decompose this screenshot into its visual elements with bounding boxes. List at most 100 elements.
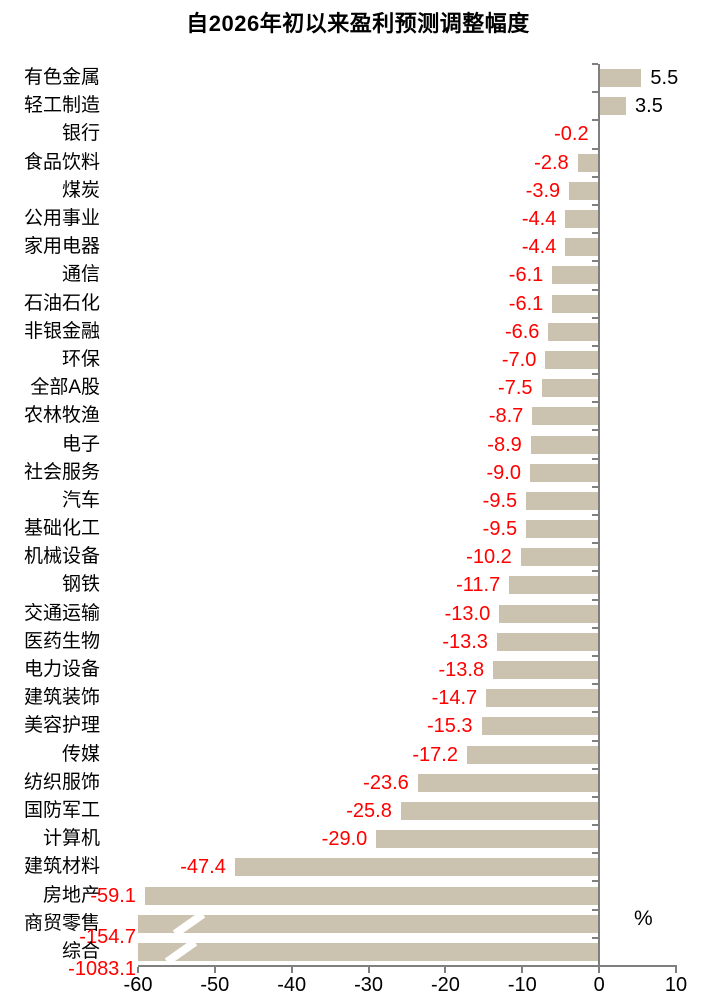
- bar: [530, 435, 600, 454]
- axis-tick: [367, 967, 370, 973]
- axis-tick: [592, 711, 599, 714]
- axis-tick: [213, 967, 216, 973]
- value-label: -3.9: [525, 179, 561, 202]
- category-label: 社会服务: [23, 461, 100, 483]
- value-label: -9.5: [482, 489, 518, 512]
- x-tick-label: 10: [664, 974, 688, 996]
- axis-tick: [592, 147, 599, 150]
- axis-tick: [675, 967, 677, 973]
- bar: [548, 322, 600, 341]
- category-label: 纺织服饰: [23, 771, 100, 793]
- value-label: -47.4: [180, 856, 226, 879]
- value-label: -7.0: [501, 348, 537, 371]
- axis-tick: [290, 967, 293, 973]
- bar: [565, 210, 600, 229]
- axis-tick: [592, 429, 599, 432]
- bar-break-mark: [164, 942, 198, 961]
- axis-tick: [592, 260, 599, 263]
- axis-tick: [592, 63, 599, 65]
- category-label: 煤炭: [61, 179, 100, 201]
- category-label: 电力设备: [23, 659, 100, 681]
- x-tick-label: -40: [277, 974, 307, 996]
- x-tick-label: -20: [430, 974, 460, 996]
- category-label: 通信: [61, 264, 100, 286]
- bar: [417, 773, 600, 792]
- axis-tick: [137, 967, 139, 973]
- axis-tick: [521, 967, 524, 973]
- bar: [499, 604, 600, 623]
- bar: [481, 717, 600, 736]
- bar: [569, 181, 600, 200]
- axis-tick: [444, 967, 447, 973]
- bar: [529, 463, 600, 482]
- value-label: -13.3: [442, 630, 488, 653]
- x-tick-label: -50: [200, 974, 230, 996]
- bar: [541, 379, 600, 398]
- axis-tick: [592, 542, 599, 545]
- axis-tick: [592, 175, 599, 178]
- value-label: -0.2: [554, 123, 589, 146]
- axis-tick: [592, 795, 599, 798]
- value-label: -13.0: [444, 602, 491, 625]
- category-label: 建筑材料: [23, 856, 100, 878]
- value-label: -29.0: [321, 828, 368, 851]
- category-label: 全部A股: [30, 377, 100, 399]
- value-label: -9.0: [486, 461, 521, 484]
- x-axis-line: [138, 965, 677, 967]
- value-label: -14.7: [431, 687, 478, 710]
- bar: [599, 69, 642, 88]
- value-label: -154.7: [79, 925, 136, 948]
- bar: [466, 745, 600, 764]
- bar: [526, 491, 600, 510]
- category-label: 银行: [61, 123, 100, 145]
- axis-tick: [592, 401, 599, 404]
- bar: [138, 942, 600, 961]
- value-label: -6.1: [508, 292, 544, 315]
- axis-tick: [592, 485, 599, 488]
- axis-tick: [592, 626, 599, 629]
- value-label: -9.5: [482, 518, 518, 541]
- axis-tick: [592, 852, 599, 855]
- value-label: -2.8: [534, 151, 569, 174]
- value-label: -7.5: [498, 377, 533, 400]
- bar: [400, 801, 600, 820]
- category-label: 医药生物: [23, 630, 100, 652]
- value-label: -15.3: [426, 715, 473, 738]
- x-tick-label: -30: [354, 974, 384, 996]
- category-label: 基础化工: [23, 518, 100, 540]
- category-label: 房地产: [42, 884, 100, 906]
- axis-tick: [592, 767, 599, 770]
- axis-tick: [592, 119, 599, 122]
- category-label: 非银金融: [23, 320, 100, 342]
- category-label: 食品饮料: [23, 151, 100, 173]
- value-label: -4.4: [521, 236, 557, 259]
- axis-tick: [592, 288, 599, 291]
- category-label: 环保: [61, 348, 100, 370]
- unit-label: %: [634, 907, 653, 930]
- axis-tick: [592, 232, 599, 235]
- axis-tick: [592, 316, 599, 319]
- axis-tick: [592, 570, 599, 573]
- category-label: 有色金属: [23, 67, 100, 89]
- bar: [144, 886, 600, 905]
- value-label: 3.5: [635, 95, 663, 118]
- value-label: -10.2: [466, 546, 512, 569]
- value-label: -6.6: [504, 320, 540, 343]
- category-label: 传媒: [61, 743, 100, 765]
- bar: [520, 548, 600, 567]
- value-label: 5.5: [650, 67, 679, 90]
- bar: [234, 858, 600, 877]
- value-label: -25.8: [346, 799, 392, 822]
- x-tick-label: -10: [507, 974, 537, 996]
- bar: [496, 632, 600, 651]
- axis-tick: [592, 91, 599, 94]
- value-label: -8.9: [487, 433, 522, 456]
- axis-tick: [598, 967, 601, 973]
- category-label: 综合: [61, 940, 100, 962]
- bar: [493, 661, 600, 680]
- category-label: 计算机: [42, 828, 100, 850]
- axis-tick: [592, 203, 599, 206]
- value-label: -11.7: [456, 574, 501, 597]
- value-label: -13.8: [438, 659, 485, 682]
